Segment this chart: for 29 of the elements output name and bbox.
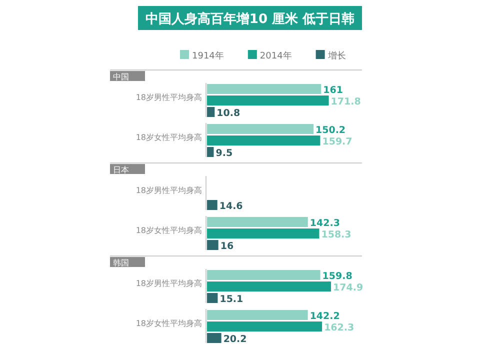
data-label: 159.7 (322, 136, 352, 148)
text: 日本 (113, 166, 129, 174)
data-label: 16 (220, 241, 234, 252)
text: 中国 (113, 72, 129, 82)
data-label: 158.3 (321, 230, 352, 240)
data-label: 162.3 (324, 322, 354, 334)
text: 韩国 (113, 258, 129, 268)
data-label: 171.8 (330, 96, 362, 108)
y-tick-label: 18岁女性平均身高 (136, 133, 202, 142)
data-label: 9.5 (216, 148, 233, 159)
y-tick-label: 18岁男性平均身高 (136, 279, 202, 288)
data-label: 10.8 (216, 108, 240, 119)
legend-label: 增长 (326, 50, 346, 62)
legend-label: 1914年 (192, 50, 224, 62)
data-label: 161 (323, 85, 343, 96)
y-tick-label: 18岁女性平均身高 (136, 226, 202, 235)
data-label: 20.2 (223, 334, 247, 345)
data-label: 159.8 (322, 271, 353, 282)
data-label: 14.6 (219, 201, 244, 212)
data-label: 142.3 (310, 218, 340, 229)
legend-label: 2014年 (260, 50, 292, 62)
y-tick-label: 18岁男性平均身高 (136, 93, 202, 102)
data-label: 15.1 (220, 294, 244, 305)
data-label: 150.2 (315, 125, 346, 136)
data-label: 142.2 (310, 311, 340, 322)
y-tick-label: 18岁女性平均身高 (136, 319, 202, 328)
data-label: 174.9 (333, 282, 364, 294)
y-tick-label: 18岁男性平均身高 (136, 186, 202, 195)
chart-title: 中国人身高百年增10 厘米 低于日韩 (145, 11, 355, 27)
